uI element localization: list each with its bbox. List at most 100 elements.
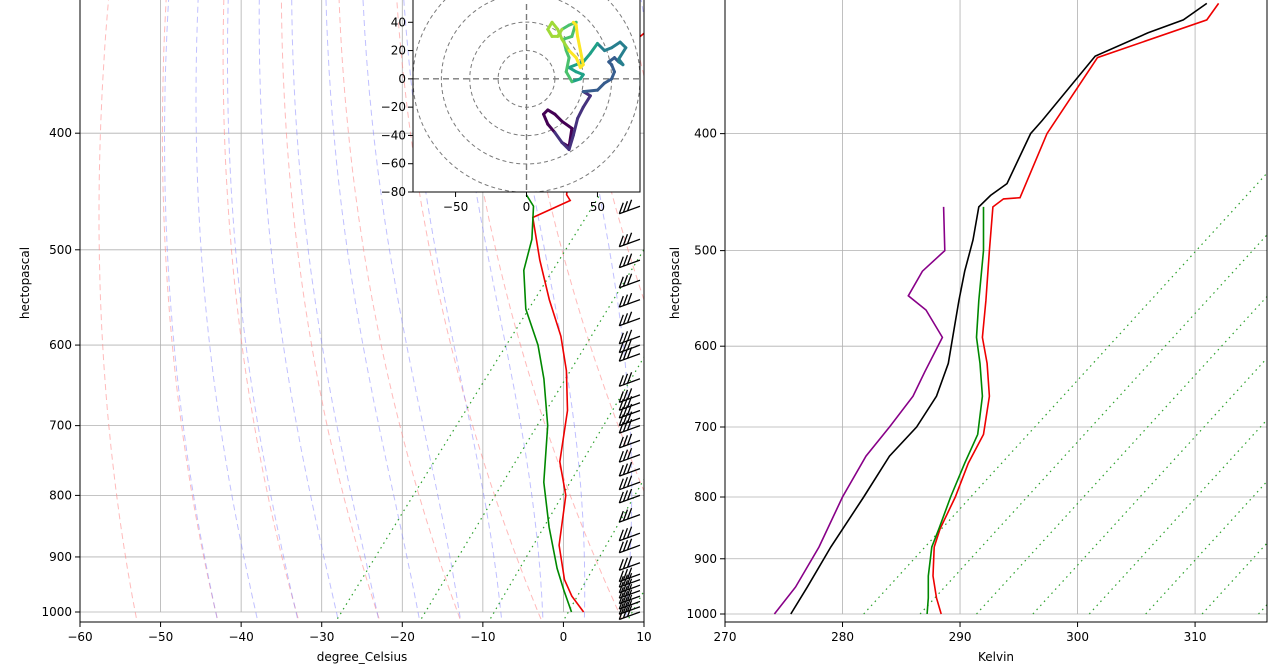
wind-barb-feather	[622, 539, 629, 552]
x-tick-label: 270	[714, 630, 737, 644]
wind-barb-shaft	[619, 584, 641, 594]
kelvin-x-ticks: 270 280 290 300 310	[714, 622, 1207, 644]
y-tick-label: 900	[694, 552, 717, 566]
moist-adiabat	[946, 0, 1213, 637]
dry-adiabat	[738, 0, 1039, 637]
moist-adiabat	[502, 0, 586, 622]
wind-barb-feather	[622, 568, 629, 581]
moist-adiabat	[705, 0, 754, 637]
x-tick-label: 300	[1066, 630, 1089, 644]
wind-barb-feather	[618, 541, 624, 553]
mixing-ratio-line	[418, 248, 644, 622]
hodograph-segment	[571, 116, 580, 137]
wind-barb-feather	[618, 450, 624, 463]
wind-barb-feather	[618, 478, 624, 490]
moist-adiabat	[258, 0, 340, 622]
wind-barb-shaft	[619, 298, 641, 308]
wind-barb-shaft	[619, 579, 641, 588]
wind-barb-feather	[622, 331, 629, 343]
wind-barb-shaft	[619, 481, 641, 491]
reference-dotted-line	[1088, 418, 1267, 615]
wind-barb-shaft	[619, 532, 641, 542]
profile-line-3	[773, 206, 946, 615]
kelvin-y-ticks: 1000 900 800 700 600 500 400	[686, 127, 725, 621]
dry-adiabat	[338, 0, 462, 622]
x-tick-label: −10	[470, 630, 495, 644]
wind-barb-shaft	[619, 573, 641, 583]
hodograph-segment	[553, 131, 564, 144]
wind-barb-shaft	[619, 467, 641, 477]
wind-barb-shaft	[619, 259, 641, 269]
wind-barb-shaft	[619, 590, 641, 599]
hodograph-segment	[576, 105, 585, 120]
wind-barb-feather	[622, 476, 629, 489]
wind-barb-feather	[618, 586, 624, 599]
hodograph-x-ticks: −50 0 50	[443, 192, 605, 214]
wind-barb-feather	[618, 436, 624, 449]
moist-adiabat	[164, 0, 219, 622]
x-tick-label: 310	[1184, 630, 1207, 644]
axes-border	[724, 0, 1268, 623]
kelvin-profiles	[773, 2, 1220, 615]
dry-adiabat	[453, 0, 624, 622]
wind-barb-shaft	[619, 394, 641, 404]
hodograph-x-tick-label: −50	[443, 200, 468, 214]
wind-barb-feather	[618, 529, 624, 541]
wind-barb-feather	[626, 578, 633, 590]
wind-barb-shaft	[619, 402, 641, 411]
wind-barb-feather	[622, 527, 629, 540]
wind-barb-feather	[618, 575, 624, 588]
y-tick-label: 500	[49, 243, 72, 257]
mixing-ratio-line	[774, 195, 1008, 638]
wind-barb-shaft	[619, 335, 641, 345]
wind-barb-feather	[618, 256, 624, 268]
wind-barb-feather	[618, 510, 624, 523]
hodograph-segment	[567, 133, 575, 152]
moist-adiabat	[449, 0, 544, 622]
hodograph-y-tick-label: 20	[391, 44, 406, 58]
hodograph-segment	[542, 112, 550, 126]
wind-barb-feather	[626, 253, 633, 265]
wind-barb-feather	[622, 557, 629, 569]
profile-line-1	[932, 2, 1220, 615]
dry-adiabat	[280, 0, 381, 622]
hodograph-y-tick-label: −80	[381, 185, 406, 199]
hodograph-segment	[553, 112, 564, 123]
wind-barb-shaft	[619, 417, 641, 427]
x-tick-label: −20	[390, 630, 415, 644]
wind-barb-feather	[622, 490, 629, 502]
hodograph-segment	[564, 70, 574, 84]
wind-barb-shaft	[619, 454, 641, 463]
hodograph-segment	[560, 37, 571, 53]
hodograph-segment	[588, 42, 599, 55]
kelvin-x-axis-label: Kelvin	[978, 650, 1014, 664]
wind-barb-feather	[622, 435, 629, 447]
y-tick-label: 400	[49, 126, 72, 140]
dry-adiabat	[681, 0, 957, 637]
wind-barb-feather	[626, 372, 633, 384]
wind-barb-feather	[626, 292, 633, 305]
mixing-ratio-line	[626, 589, 644, 622]
moist-adiabat	[325, 0, 421, 622]
reference-dotted-line	[1201, 542, 1267, 615]
axes-border	[79, 0, 645, 623]
wind-barb-feather	[622, 254, 629, 267]
moist-adiabat	[906, 0, 1159, 637]
wind-barb-feather	[626, 507, 633, 520]
y-tick-label: 1000	[686, 607, 717, 621]
wind-barb-feather	[618, 295, 624, 308]
reference-dotted-line	[863, 172, 1267, 615]
y-tick-label: 400	[694, 127, 717, 141]
mixing-ratio-line	[661, 195, 906, 638]
wind-barb-feather	[622, 449, 629, 461]
dry-adiabat	[626, 0, 644, 79]
moist-adiabat	[195, 0, 259, 622]
y-tick-label: 1000	[41, 605, 72, 619]
wind-barb-feather	[626, 338, 633, 350]
hodograph-segment	[610, 40, 622, 50]
skewt-reference-lines	[98, 0, 1213, 638]
wind-barb-shaft	[619, 562, 641, 571]
hodograph-segment	[595, 42, 607, 53]
reference-dotted-line	[1258, 603, 1267, 615]
